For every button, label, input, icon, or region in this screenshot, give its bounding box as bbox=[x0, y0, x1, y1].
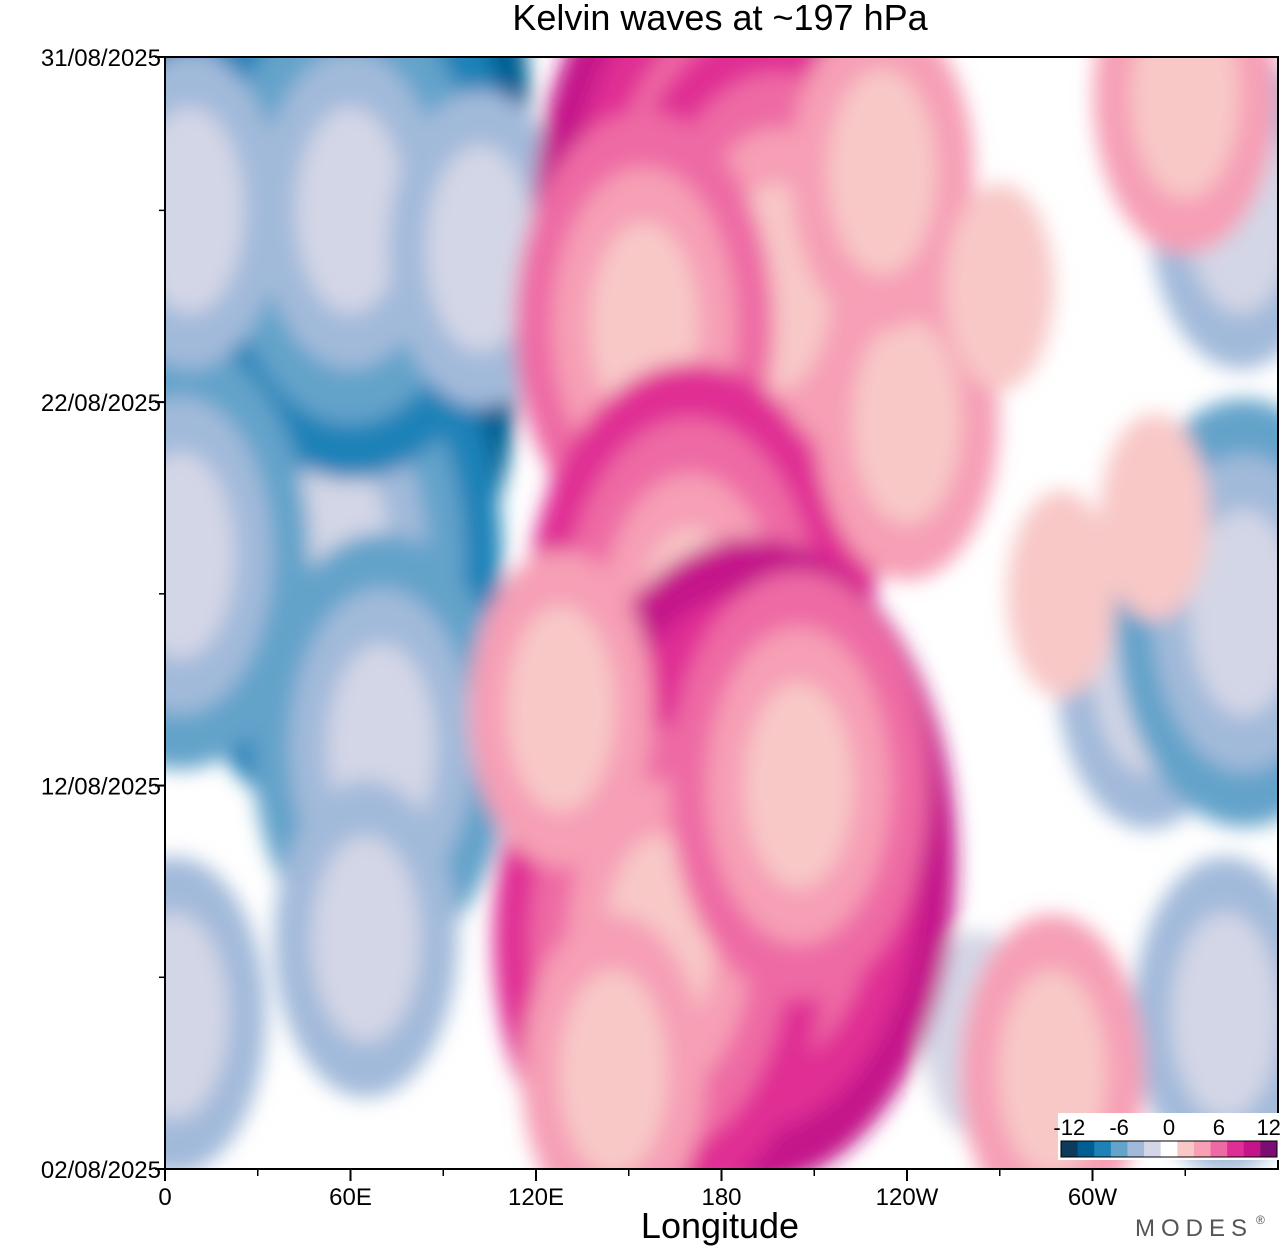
y-tick-label: 02/08/2025 bbox=[41, 1157, 161, 1184]
x-tick-label: 60W bbox=[1068, 1184, 1118, 1211]
brand-name: MODES bbox=[1135, 1215, 1253, 1242]
colorbar-swatch bbox=[1227, 1141, 1245, 1157]
colorbar-swatch bbox=[1077, 1141, 1095, 1157]
anomaly-contour-level bbox=[165, 912, 229, 1120]
colorbar-swatch bbox=[1210, 1141, 1228, 1157]
anomaly-cell bbox=[1007, 490, 1116, 698]
anomaly-contour-level bbox=[1189, 509, 1278, 717]
anomaly-cell bbox=[521, 914, 706, 1169]
anomaly-field bbox=[165, 57, 1278, 1169]
anomaly-cell bbox=[1133, 856, 1278, 1169]
anomaly-contour-level bbox=[852, 317, 962, 525]
colorbar-swatch bbox=[1160, 1141, 1178, 1157]
colorbar-label: -6 bbox=[1109, 1115, 1129, 1140]
x-tick-label: 60E bbox=[329, 1184, 372, 1211]
anomaly-contour-level bbox=[1130, 57, 1240, 199]
colorbar-frame bbox=[1060, 1140, 1278, 1158]
anomaly-contour-level bbox=[1099, 413, 1209, 621]
colorbar-swatch bbox=[1110, 1141, 1128, 1157]
anomaly-contour-level bbox=[165, 106, 245, 314]
anomaly-contour-level bbox=[311, 835, 421, 1043]
anomaly-cell bbox=[165, 341, 310, 770]
colorbar-swatch bbox=[1127, 1141, 1145, 1157]
x-tick-label: 180 bbox=[701, 1184, 741, 1211]
x-tick-label: 0 bbox=[158, 1184, 171, 1211]
anomaly-cell bbox=[1093, 57, 1278, 255]
colorbar-swatch bbox=[1144, 1141, 1162, 1157]
anomaly-contour-level bbox=[1007, 490, 1116, 698]
y-axis: 02/08/2025 12/08/2025 22/08/2025 31/08/2025 bbox=[41, 45, 165, 1184]
chart-title: Kelvin waves at ~197 hPa bbox=[512, 0, 928, 38]
colorbar-label: 6 bbox=[1213, 1115, 1225, 1140]
y-tick-label: 12/08/2025 bbox=[41, 774, 161, 801]
colorbar-swatch bbox=[1243, 1141, 1261, 1157]
anomaly-contour-level bbox=[165, 451, 235, 659]
colorbar-swatch bbox=[1193, 1141, 1212, 1157]
anomaly-contour-level bbox=[744, 682, 854, 890]
anomaly-cell bbox=[790, 57, 975, 331]
anomaly-contour-level bbox=[425, 145, 535, 353]
colorbar: -12 -6 0 6 12 bbox=[1053, 1113, 1280, 1160]
x-tick-label: 120W bbox=[876, 1184, 939, 1211]
colorbar-swatch bbox=[1061, 1141, 1079, 1157]
anomaly-cell bbox=[945, 183, 1055, 391]
x-axis-label: Longitude bbox=[641, 1205, 799, 1246]
colorbar-label: 12 bbox=[1256, 1115, 1280, 1140]
colorbar-swatch bbox=[1177, 1141, 1195, 1157]
colorbar-swatch bbox=[1260, 1141, 1278, 1157]
anomaly-cell bbox=[815, 262, 999, 581]
colorbar-label: -12 bbox=[1053, 1115, 1085, 1140]
anomaly-contour-level bbox=[945, 183, 1055, 391]
x-axis: 0 60E 120E 180 120W 60W bbox=[158, 1169, 1186, 1211]
anomaly-contour-level bbox=[1171, 912, 1278, 1120]
y-tick-label: 31/08/2025 bbox=[41, 45, 161, 72]
brand-registered-mark: ® bbox=[1256, 1213, 1265, 1227]
colorbar-swatch bbox=[1094, 1141, 1112, 1157]
anomaly-contour-level bbox=[506, 605, 616, 813]
anomaly-cell bbox=[468, 550, 653, 868]
anomaly-contour-level bbox=[296, 106, 405, 314]
anomaly-cell bbox=[165, 856, 267, 1169]
brand-logo: MODES ® bbox=[1135, 1213, 1265, 1242]
colorbar-label: 0 bbox=[1163, 1115, 1175, 1140]
y-tick-label: 22/08/2025 bbox=[41, 390, 161, 417]
anomaly-cell bbox=[274, 780, 458, 1098]
anomaly-contour-level bbox=[558, 969, 668, 1169]
anomaly-cell bbox=[669, 571, 929, 1000]
anomaly-contour-level bbox=[827, 68, 937, 276]
anomaly-cell bbox=[1099, 413, 1209, 621]
x-tick-label: 120E bbox=[508, 1184, 564, 1211]
plot-area bbox=[165, 57, 1278, 1169]
anomaly-cell bbox=[165, 57, 282, 370]
